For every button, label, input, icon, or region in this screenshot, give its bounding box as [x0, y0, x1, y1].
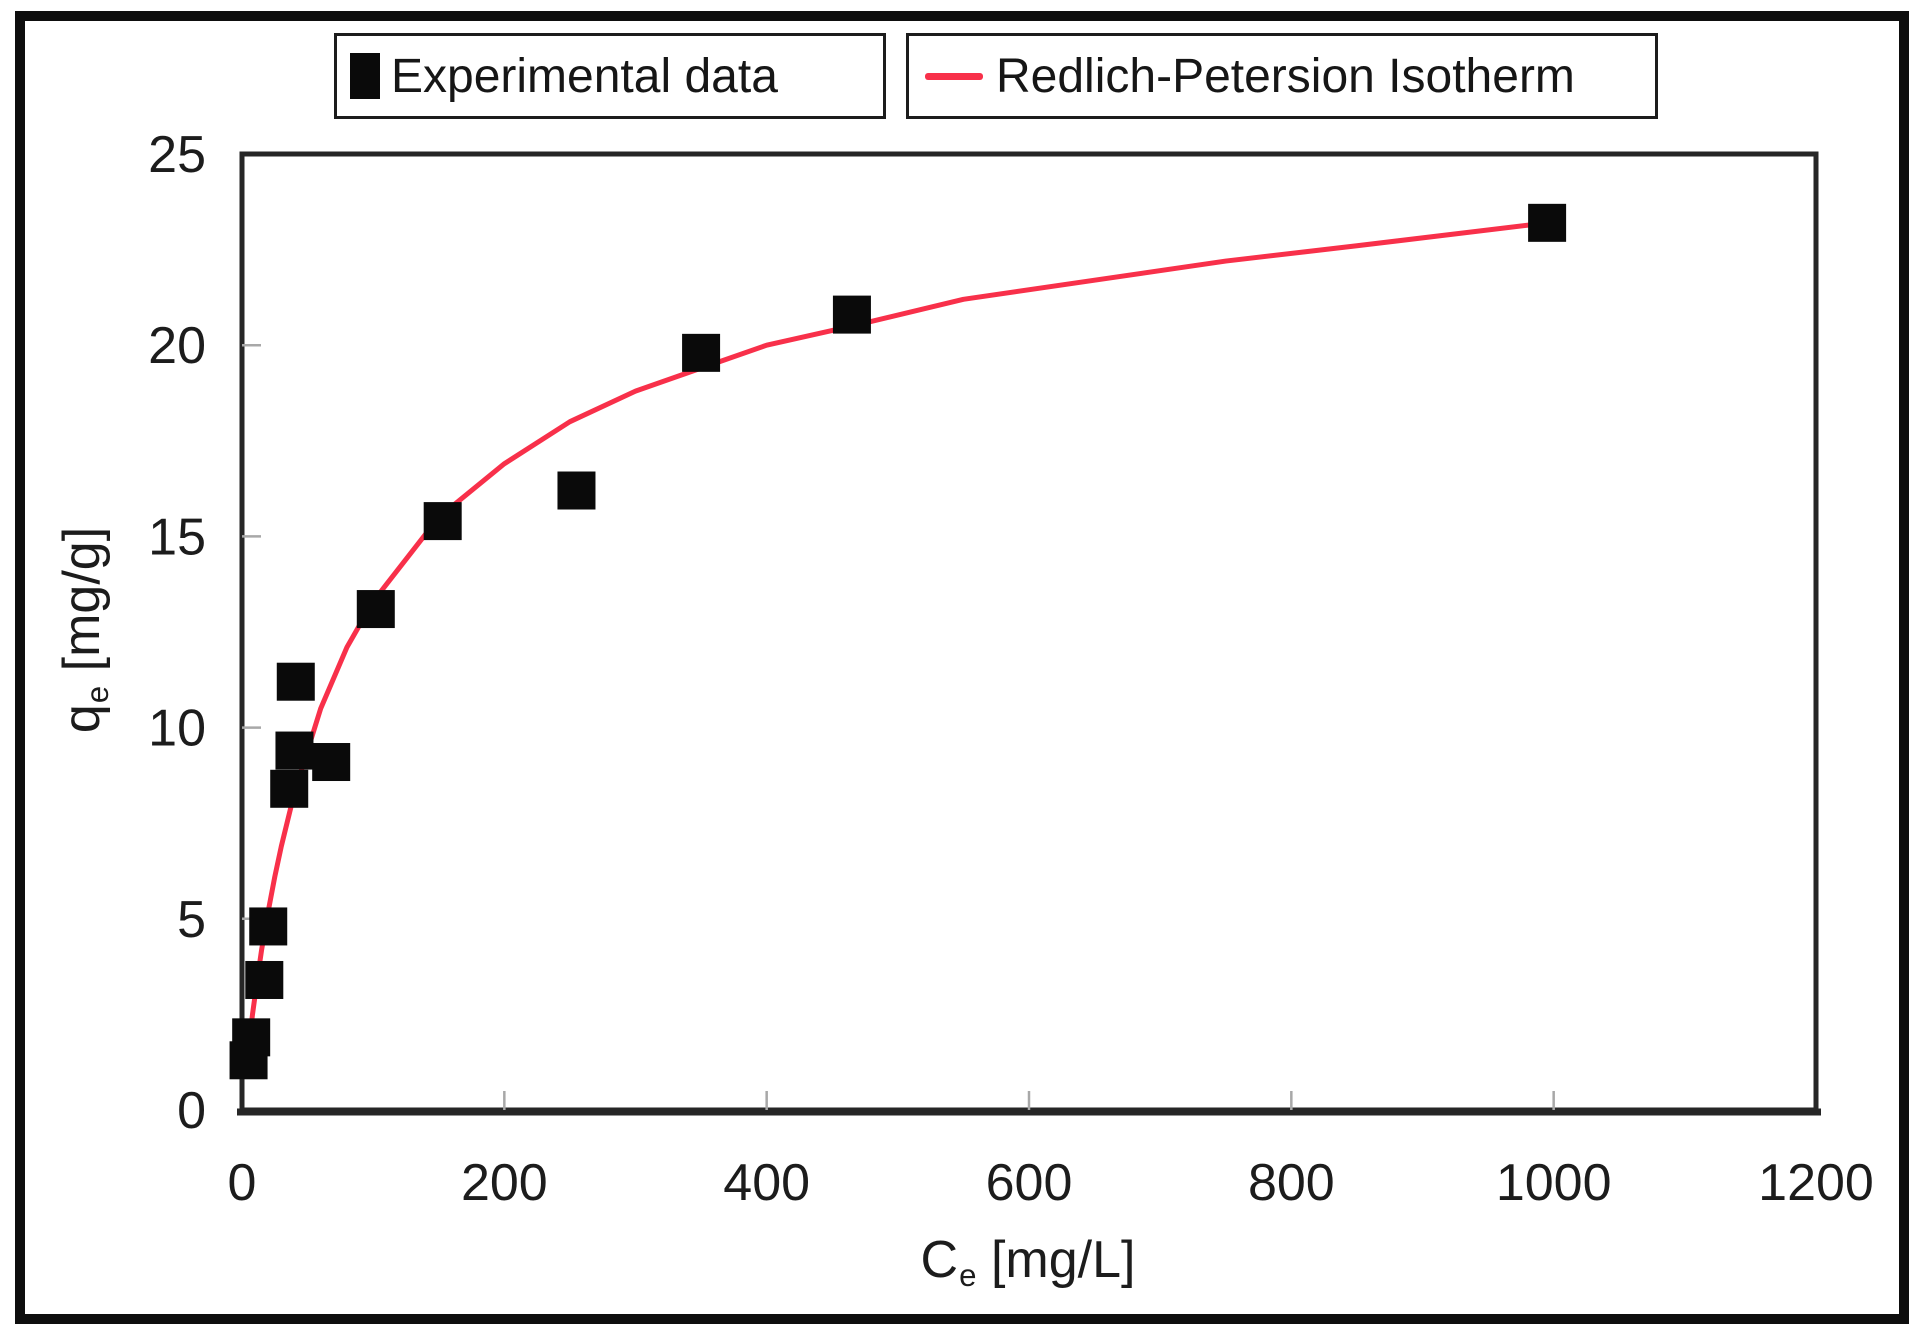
data-point-square	[557, 471, 596, 510]
data-point-square	[232, 1018, 271, 1057]
legend-label-experimental: Experimental data	[391, 49, 778, 103]
x-tick-label: 1000	[1496, 1154, 1612, 1212]
y-axis-label-symbol: q	[53, 704, 112, 734]
y-tick-label: 25	[148, 126, 206, 184]
plot-frame	[239, 151, 1819, 1113]
legend-square-marker-icon	[350, 53, 380, 99]
data-point-square	[275, 731, 314, 770]
x-axis-label: Ce [mg/L]	[921, 1230, 1136, 1294]
data-point-square	[270, 769, 309, 808]
data-point-square	[249, 907, 288, 946]
data-point-square	[356, 590, 395, 629]
isotherm-curve	[244, 220, 1550, 1063]
y-axis-label: qe [mg/g]	[52, 527, 116, 733]
x-axis-label-symbol: C	[920, 1231, 959, 1290]
x-tick-label: 1200	[1758, 1154, 1874, 1212]
y-tick-label: 15	[148, 508, 206, 566]
x-tick-label: 800	[1248, 1154, 1335, 1212]
y-axis-label-unit: [mg/g]	[53, 526, 112, 672]
x-tick-label: 400	[723, 1154, 810, 1212]
data-point-square	[682, 333, 721, 372]
data-point-square	[312, 743, 351, 782]
data-point-square	[832, 295, 871, 334]
x-tick-label: 0	[228, 1154, 257, 1212]
data-point-square	[245, 960, 284, 999]
y-tick-label: 5	[177, 891, 206, 949]
legend-line-marker-icon	[925, 72, 983, 80]
data-point-square	[423, 502, 462, 541]
x-axis-label-unit: [mg/L]	[990, 1231, 1136, 1290]
data-point-square	[1528, 203, 1567, 242]
y-tick-label: 10	[148, 700, 206, 758]
legend-isotherm: Redlich-Petersion Isotherm	[906, 33, 1658, 119]
y-tick-label: 0	[177, 1082, 206, 1140]
x-tick-label: 600	[986, 1154, 1073, 1212]
y-axis-label-subscript: e	[79, 685, 115, 704]
x-axis-label-subscript: e	[959, 1257, 977, 1293]
x-tick-label: 200	[461, 1154, 548, 1212]
legend-experimental-data: Experimental data	[334, 33, 886, 119]
figure-border	[15, 11, 1909, 1324]
data-point-square	[276, 662, 315, 701]
y-tick-label: 20	[148, 317, 206, 375]
legend-label-isotherm: Redlich-Petersion Isotherm	[996, 49, 1575, 103]
